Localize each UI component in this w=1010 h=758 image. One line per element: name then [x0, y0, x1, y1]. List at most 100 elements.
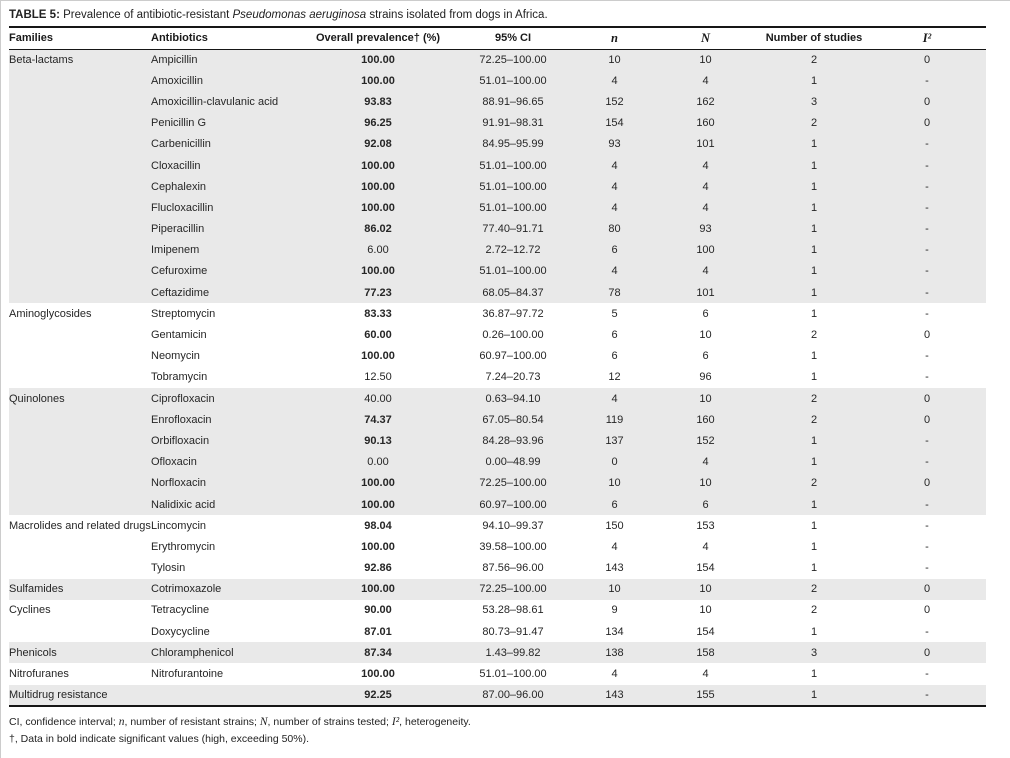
column-header: Number of studies: [760, 27, 868, 50]
n-cell: 9: [611, 604, 618, 617]
ci-cell: 53.28–98.61: [482, 604, 544, 617]
i2-cell: -: [925, 138, 929, 151]
i2-cell: 0: [923, 583, 931, 596]
studies-cell: 2: [810, 477, 818, 490]
table-caption: TABLE 5: Prevalence of antibiotic-resist…: [9, 8, 1010, 22]
prevalence-cell: 100.00: [361, 477, 395, 490]
family-cell: Macrolides and related drugs: [9, 519, 151, 532]
i2-cell: -: [925, 371, 929, 384]
studies-cell: 1: [810, 688, 818, 701]
antibiotic-cell: Cotrimoxazole: [151, 583, 222, 596]
ci-cell: 36.87–97.72: [482, 307, 544, 320]
studies-cell: 1: [810, 456, 818, 469]
n-cell: 4: [611, 392, 618, 405]
n-cell: 143: [605, 688, 624, 701]
footnote-abbreviations: CI, confidence interval; n, number of re…: [9, 714, 1010, 732]
ci-cell: 0.63–94.10: [485, 392, 541, 405]
text-segment: N: [259, 715, 268, 728]
prevalence-cell: 100.00: [361, 498, 395, 511]
family-cell: Quinolones: [9, 392, 65, 405]
N-cell: 10: [699, 53, 712, 66]
ci-cell: 72.25–100.00: [479, 53, 547, 66]
i2-cell: 0: [923, 329, 931, 342]
prevalence-cell: 12.50: [364, 371, 392, 384]
i2-cell: 0: [923, 413, 931, 426]
ci-cell: 72.25–100.00: [479, 477, 547, 490]
prevalence-cell: 92.08: [364, 138, 392, 151]
n-cell: 4: [611, 540, 618, 553]
prevalence-cell: 77.23: [364, 286, 392, 299]
N-cell: 160: [696, 117, 715, 130]
i2-cell: -: [925, 244, 929, 257]
N-cell: 160: [696, 413, 715, 426]
family-cell: Nitrofuranes: [9, 667, 69, 680]
table-row: Macrolides and related drugs Lincomycin 98…: [9, 515, 986, 536]
N-cell: 101: [696, 286, 715, 299]
n-cell: 6: [611, 244, 618, 257]
i2-cell: -: [925, 307, 929, 320]
antibiotic-cell: Tylosin: [151, 562, 186, 575]
ci-cell: 87.56–96.00: [482, 562, 544, 575]
studies-cell: 3: [810, 646, 818, 659]
n-cell: 10: [608, 477, 621, 490]
antibiotic-cell: Nalidixic acid: [151, 498, 216, 511]
table-row: Nalidixic acid 100.00 60.97–100.00 6 6 1 -: [9, 493, 986, 516]
i2-cell: -: [925, 519, 929, 532]
i2-cell: -: [925, 688, 929, 701]
ci-cell: 0.00–48.99: [485, 456, 541, 469]
ci-cell: 1.43–99.82: [485, 646, 541, 659]
table-row: Flucloxacillin 100.00 51.01–100.00 4 4 1 -: [9, 197, 986, 219]
text-segment: , number of strains tested;: [267, 715, 392, 728]
table-row: Norfloxacin 100.00 72.25–100.00 10 10 2 0: [9, 472, 986, 494]
ci-cell: 60.97–100.00: [479, 350, 547, 363]
N-cell: 10: [699, 477, 712, 490]
N-cell: 96: [699, 371, 712, 384]
family-cell: Aminoglycosides: [9, 307, 92, 320]
prevalence-cell: 90.13: [364, 434, 392, 447]
ci-cell: 91.91–98.31: [482, 117, 544, 130]
prevalence-cell: 96.25: [364, 117, 392, 130]
table-row: Beta-lactams Ampicillin 100.00 72.25–100.00…: [9, 49, 986, 71]
n-cell: 4: [611, 74, 618, 87]
prevalence-cell: 86.02: [364, 223, 392, 236]
studies-cell: 1: [810, 498, 818, 511]
N-cell: 6: [702, 350, 709, 363]
antibiotic-cell: Orbifloxacin: [151, 434, 210, 447]
table-row: Neomycin 100.00 60.97–100.00 6 6 1 -: [9, 346, 986, 367]
antibiotic-cell: Norfloxacin: [151, 477, 207, 490]
i2-cell: -: [925, 625, 929, 638]
prevalence-cell: 100.00: [361, 180, 395, 193]
N-cell: 6: [702, 498, 709, 511]
ci-cell: 0.26–100.00: [482, 329, 544, 342]
antibiotic-cell: Neomycin: [151, 350, 200, 363]
antibiotic-cell: Tobramycin: [151, 371, 208, 384]
studies-cell: 3: [810, 95, 818, 108]
N-cell: 4: [702, 180, 709, 193]
prevalence-cell: 100.00: [361, 265, 395, 278]
table-row: Ofloxacin 0.00 0.00–48.99 0 4 1 -: [9, 451, 986, 473]
prevalence-cell: 87.01: [364, 625, 392, 638]
column-header: N: [651, 27, 760, 50]
prevalence-cell: 100.00: [361, 159, 395, 172]
antibiotic-cell: Ceftazidime: [151, 286, 210, 299]
antibiotic-cell: Ciprofloxacin: [151, 392, 215, 405]
prevalence-cell: 60.00: [364, 329, 392, 342]
n-cell: 150: [605, 519, 624, 532]
N-cell: 10: [699, 392, 712, 405]
prevalence-cell: 74.37: [364, 413, 392, 426]
n-cell: 6: [611, 329, 618, 342]
i2-cell: -: [925, 180, 929, 193]
antibiotic-cell: Erythromycin: [151, 540, 216, 553]
table-row: Amoxicillin 100.00 51.01–100.00 4 4 1 -: [9, 70, 986, 92]
table-row: Sulfamides Cotrimoxazole 100.00 72.25–100.0…: [9, 578, 986, 600]
n-cell: 134: [605, 625, 624, 638]
N-cell: 6: [702, 307, 709, 320]
antibiotic-cell: Carbenicillin: [151, 138, 211, 151]
N-cell: 93: [699, 223, 712, 236]
studies-cell: 1: [810, 350, 818, 363]
antibiotic-cell: Doxycycline: [151, 625, 210, 638]
text-segment: , heterogeneity.: [399, 715, 471, 728]
prevalence-cell: 6.00: [367, 244, 389, 257]
family-cell: Cyclines: [9, 604, 51, 617]
prevalence-cell: 100.00: [361, 74, 395, 87]
